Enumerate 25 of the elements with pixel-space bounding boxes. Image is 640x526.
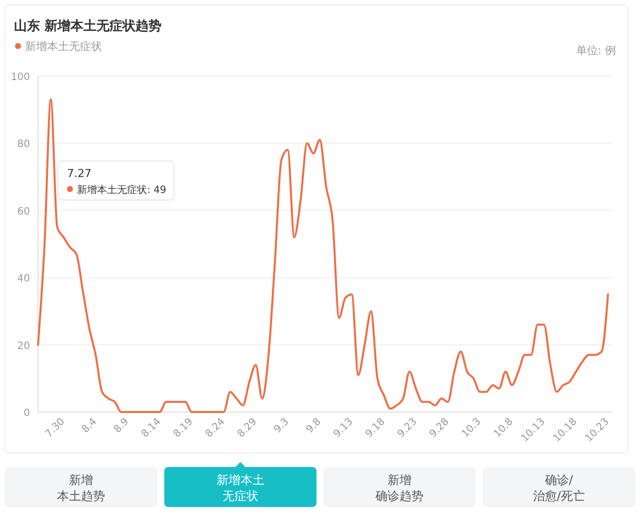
text: 治愈/死亡 <box>532 489 585 503</box>
y-tick-label: 0 <box>24 408 30 419</box>
y-tick-label: 100 <box>10 72 30 83</box>
y-tick-label: 40 <box>17 274 30 285</box>
line-series <box>37 98 609 413</box>
text: 无症状 <box>222 489 258 503</box>
text: 确诊/ <box>544 473 574 487</box>
legend-label: 新增本土无症状 <box>25 40 102 53</box>
y-tick-label: 80 <box>17 139 30 150</box>
y-tick-label: 20 <box>17 340 30 352</box>
text: 新增 <box>69 473 94 487</box>
text: 新增本土 <box>216 473 264 487</box>
text: 单位: 例 <box>576 44 616 57</box>
annotation: 7.27 <box>67 167 92 180</box>
x-tick-label: 9.8 <box>304 416 324 436</box>
annotation: 新增本土无症状: 49 <box>77 184 166 196</box>
text: 新增 <box>388 473 412 487</box>
text: 确诊趋势 <box>374 489 424 503</box>
tooltip: 7.27 新增本土无症状: 49 <box>58 160 174 200</box>
x-tick-label: 8.9 <box>112 416 132 436</box>
text: 本土趋势 <box>57 489 106 503</box>
x-tick-label: 8.4 <box>80 416 100 436</box>
chart-title: 山东 新增本土无症状趋势 <box>14 18 162 34</box>
x-tick-label: 9.3 <box>272 416 292 436</box>
y-tick-label: 60 <box>17 206 30 218</box>
